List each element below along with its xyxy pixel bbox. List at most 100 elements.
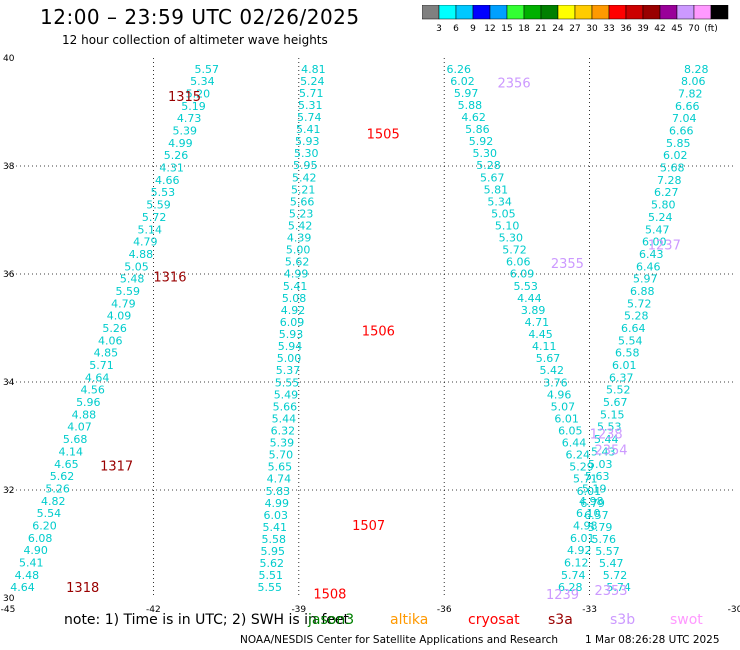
wave-height-value: 5.93 [295, 135, 320, 148]
wave-height-value: 5.67 [536, 352, 561, 365]
wave-height-value: 5.79 [588, 521, 613, 534]
wave-height-value: 5.30 [294, 147, 319, 160]
x-tick-label: -36 [437, 605, 452, 612]
wave-height-value: 5.74 [297, 111, 322, 124]
wave-height-value: 4.39 [287, 232, 312, 245]
wave-height-value: 6.20 [32, 519, 57, 532]
wave-height-value: 5.81 [484, 183, 509, 196]
wave-height-value: 4.96 [547, 388, 572, 401]
wave-height-value: 6.28 [558, 581, 583, 594]
wave-height-value: 6.12 [564, 557, 589, 570]
wave-height-value: 6.08 [28, 532, 53, 545]
legend-label: 27 [569, 24, 580, 34]
satellite-label-s3a: s3a [548, 612, 573, 628]
wave-height-value: 6.64 [621, 322, 646, 335]
wave-height-value: 5.72 [603, 569, 628, 582]
wave-height-value: 5.95 [261, 545, 286, 558]
legend-label: 45 [671, 24, 682, 34]
wave-height-value: 5.34 [190, 75, 215, 88]
pass-time-label: 1237 [648, 238, 681, 253]
wave-height-value: 6.00 [642, 236, 667, 249]
x-tick-label: -39 [291, 605, 306, 612]
legend-label: 30 [586, 24, 598, 34]
wave-height-value: 6.43 [639, 248, 664, 261]
wave-height-value: 4.99 [265, 497, 290, 510]
wave-height-value: 5.26 [102, 322, 127, 335]
wave-height-value: 5.63 [585, 470, 610, 483]
wave-height-value: 5.55 [275, 376, 300, 389]
wave-height-value: 5.72 [502, 244, 527, 257]
wave-height-value: 5.74 [606, 581, 631, 594]
wave-height-value: 5.44 [594, 433, 619, 446]
wave-height-value: 5.92 [469, 135, 494, 148]
wave-height-value: 5.85 [666, 137, 691, 150]
pass-time-label: 1508 [313, 588, 346, 603]
wave-height-value: 5.93 [279, 328, 304, 341]
wave-height-value: 4.14 [59, 445, 84, 458]
wave-height-value: 4.31 [159, 162, 184, 175]
satellite-label-altika: altika [390, 612, 429, 628]
wave-height-value: 5.10 [495, 220, 520, 233]
wave-height-value: 5.68 [660, 162, 685, 175]
wave-height-value: 5.57 [595, 545, 620, 558]
satellite-label-cryosat: cryosat [468, 612, 520, 628]
pass-time-label: 2356 [498, 76, 531, 91]
wave-height-value: 6.37 [609, 371, 634, 384]
wave-height-value: 4.74 [267, 473, 292, 486]
wave-height-value: 5.31 [298, 99, 323, 112]
wave-height-value: 5.53 [513, 280, 538, 293]
wave-height-value: 5.62 [285, 256, 310, 269]
legend-label: 6 [453, 24, 459, 34]
pass-time-label: 2354 [594, 444, 627, 459]
wave-height-value: 8.28 [684, 63, 709, 76]
wave-height-value: 5.67 [480, 171, 505, 184]
wave-height-value: 6.02 [663, 149, 688, 162]
wave-height-value: 4.65 [54, 458, 79, 471]
pass-time-label: 2353 [594, 584, 627, 599]
legend-label: 21 [535, 24, 546, 34]
wave-height-value: 5.71 [573, 473, 598, 486]
wave-height-value: 5.68 [63, 433, 88, 446]
wave-height-value: 5.76 [592, 533, 617, 546]
wave-height-value: 4.79 [111, 297, 136, 310]
wave-height-value: 5.07 [551, 400, 576, 413]
wave-height-value: 5.88 [458, 99, 483, 112]
satellite-label-s3b: s3b [610, 612, 636, 628]
wave-height-value: 5.41 [283, 280, 308, 293]
wave-height-value: 7.28 [657, 174, 682, 187]
legend-label: 42 [654, 24, 665, 34]
pass-time-label: 1238 [590, 427, 623, 442]
wave-height-value: 5.41 [296, 123, 321, 136]
wave-height-value: 6.01 [577, 485, 602, 498]
y-tick-label: 40 [3, 54, 15, 64]
wave-height-value: 5.21 [291, 183, 316, 196]
wave-height-value: 4.85 [94, 347, 119, 360]
wave-height-value: 5.29 [569, 461, 594, 474]
wave-height-value: 4.56 [80, 384, 105, 397]
wave-height-value: 5.96 [76, 396, 101, 409]
wave-height-value: 5.20 [186, 87, 211, 100]
wave-height-value: 4.44 [517, 292, 542, 305]
x-tick-label: -42 [146, 605, 161, 612]
wave-height-value: 7.04 [672, 112, 697, 125]
wave-height-value: 6.32 [271, 424, 296, 437]
legend-label: 18 [518, 24, 530, 34]
wave-height-value: 6.88 [630, 285, 655, 298]
wave-height-value: 5.86 [465, 123, 490, 136]
wave-height-value: 5.00 [286, 244, 311, 257]
wave-height-value: 6.02 [450, 75, 475, 88]
wave-height-value: 5.19 [582, 482, 607, 495]
wave-height-value: 5.42 [292, 171, 317, 184]
wave-height-value: 6.01 [554, 412, 579, 425]
pass-time-label: 1506 [362, 325, 395, 340]
wave-height-value: 5.24 [648, 211, 673, 224]
wave-height-value: 5.00 [277, 352, 302, 365]
wave-height-value: 5.53 [597, 421, 622, 434]
wave-height-value: 5.72 [627, 297, 652, 310]
wave-height-value: 6.26 [446, 63, 471, 76]
wave-height-value: 5.72 [142, 211, 167, 224]
y-tick-label: 30 [3, 594, 15, 604]
wave-height-value: 3.89 [521, 304, 546, 317]
wave-height-value: 6.03 [264, 509, 289, 522]
legend-label: 12 [484, 24, 495, 34]
